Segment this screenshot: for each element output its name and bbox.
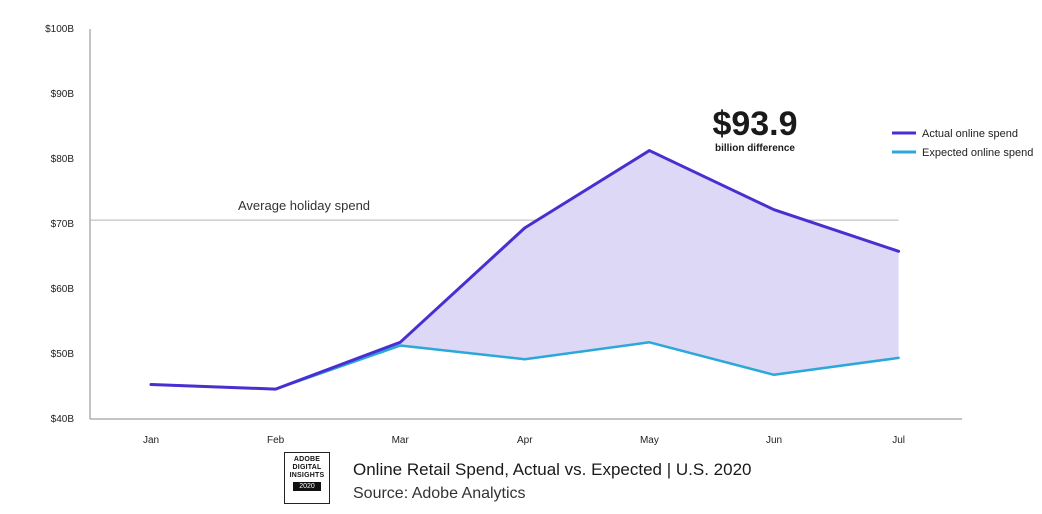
logo-text: DIGITAL [292,464,322,471]
callout-value: $93.9 [712,105,797,143]
difference-area [151,150,899,390]
x-tick-label: Apr [517,435,533,446]
y-tick-label: $40B [51,414,75,425]
y-tick-label: $50B [51,349,75,360]
chart-svg: $40B $50B $60B $70B $80B $90B $100B Jan Feb Mar Ap… [45,24,1033,446]
logo-year: 2020 [293,482,321,491]
y-tick-label: $80B [51,154,75,165]
x-tick-label: Mar [392,435,410,446]
y-tick-label: $100B [45,24,74,35]
y-tick-label: $60B [51,284,75,295]
chart-title: Online Retail Spend, Actual vs. Expected… [353,460,752,479]
x-tick-label: Feb [267,435,285,446]
x-tick-label: Jan [143,435,159,446]
logo-text: INSIGHTS [289,472,325,479]
y-tick-label: $70B [51,219,75,230]
y-tick-label: $90B [51,89,75,100]
callout-label: billion difference [715,143,795,154]
x-tick-label: Jul [892,435,905,446]
logo-text: ADOBE [293,456,321,463]
x-tick-label: Jun [766,435,782,446]
legend-label: Expected online spend [922,147,1033,159]
reference-line-label: Average holiday spend [238,198,370,213]
x-tick-label: May [640,435,659,446]
legend-label: Actual online spend [922,128,1018,140]
chart-source: Source: Adobe Analytics [353,485,526,502]
adobe-digital-insights-logo: ADOBE DIGITAL INSIGHTS 2020 [284,452,330,504]
actual-spend-line [149,149,901,391]
